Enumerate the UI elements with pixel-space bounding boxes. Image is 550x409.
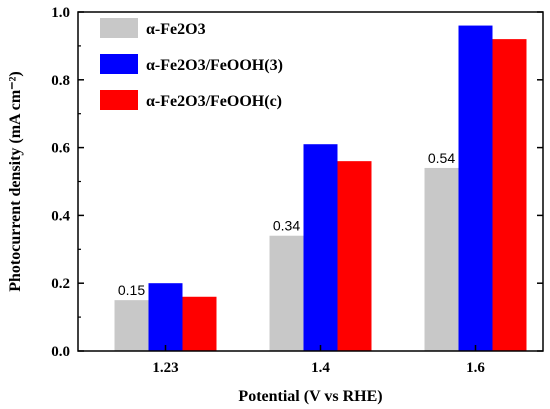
bar-2-1.6: [458, 25, 493, 352]
legend-swatch: [100, 90, 138, 110]
legend-label: α-Fe2O3/FeOOH(3): [146, 57, 283, 74]
legend-label: α-Fe2O3/FeOOH(c): [146, 93, 282, 110]
y-axis-title: Photocurrent density (mA cm⁻²): [7, 71, 24, 291]
legend-label: α-Fe2O3: [146, 21, 206, 38]
legend-swatch: [100, 54, 138, 74]
y-tick-label: 0.6: [51, 141, 70, 157]
bar-3-1.6: [492, 39, 527, 352]
x-tick-label: 1.6: [466, 360, 485, 376]
bar-3-1.4: [337, 161, 372, 351]
data-label: 0.34: [273, 218, 300, 234]
bar-2-1.23: [148, 283, 183, 351]
x-tick-label: 1.23: [152, 360, 178, 376]
y-tick-label: 0.8: [51, 73, 70, 89]
y-tick-label: 1.0: [51, 5, 70, 21]
data-label: 0.15: [118, 282, 145, 298]
bar-1-1.4: [269, 235, 304, 351]
bar-1-1.6: [424, 167, 459, 351]
x-axis: 1.23 1.4 1.6: [152, 345, 485, 376]
data-labels-group: 0.15 0.34 0.54: [118, 150, 455, 298]
bar-2-1.4: [303, 144, 338, 351]
bars-group: [114, 25, 527, 352]
bar-3-1.23: [182, 296, 217, 351]
data-label: 0.54: [428, 150, 455, 166]
x-axis-title: Potential (V vs RHE): [238, 388, 382, 405]
y-axis: 0.0 0.2 0.4 0.6 0.8 1.0: [51, 5, 543, 360]
x-tick-label: 1.4: [311, 360, 330, 376]
bar-1-1.23: [114, 300, 149, 351]
legend-swatch: [100, 18, 138, 38]
y-tick-label: 0.4: [51, 208, 70, 224]
y-tick-label: 0.2: [51, 276, 70, 292]
legend: α-Fe2O3 α-Fe2O3/FeOOH(3) α-Fe2O3/FeOOH(c): [100, 18, 283, 110]
y-tick-label: 0.0: [51, 344, 70, 360]
